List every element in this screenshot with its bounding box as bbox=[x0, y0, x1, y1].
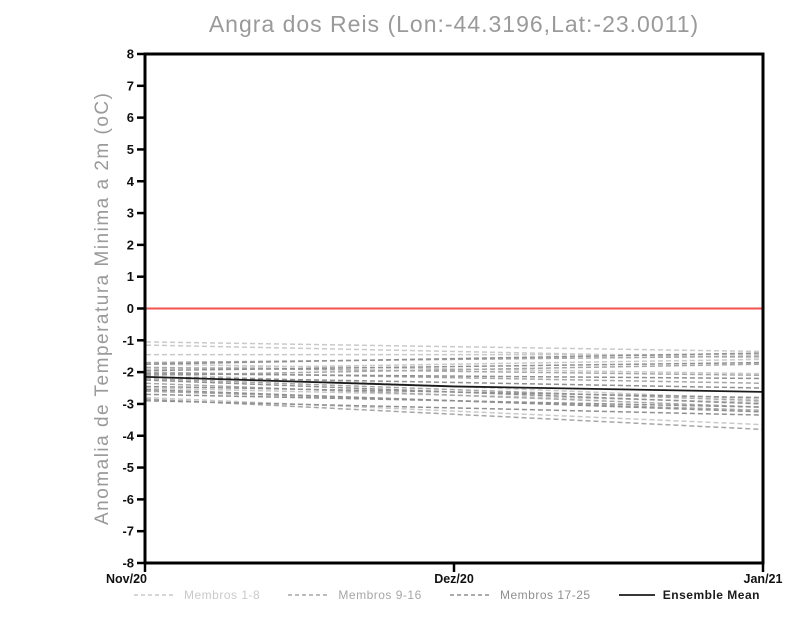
ensemble-member-line bbox=[145, 366, 763, 377]
dashed-line-sample-icon bbox=[450, 594, 492, 596]
ensemble-member-line bbox=[145, 358, 763, 370]
legend-label: Membros 9-16 bbox=[338, 588, 422, 602]
y-axis-tick-label: -4 bbox=[122, 428, 134, 443]
ensemble-member-line bbox=[145, 385, 763, 399]
ensemble-member-line bbox=[145, 393, 763, 408]
x-axis-tick-label: Nov/20 bbox=[106, 572, 147, 586]
y-axis-tick-label: 3 bbox=[127, 206, 134, 221]
ensemble-member-line bbox=[145, 382, 763, 408]
ensemble-member-line bbox=[145, 363, 763, 377]
y-axis-tick-label: 8 bbox=[127, 47, 134, 62]
ensemble-member-line bbox=[145, 372, 763, 380]
ensemble-member-line bbox=[145, 398, 763, 431]
y-axis-tick-label: -8 bbox=[122, 556, 134, 571]
y-axis-tick-label: -6 bbox=[122, 492, 134, 507]
ensemble-member-line bbox=[145, 361, 763, 372]
y-axis-tick-label: 2 bbox=[127, 237, 134, 252]
dashed-line-sample-icon bbox=[134, 594, 176, 596]
y-axis-tick-label: -5 bbox=[122, 460, 134, 475]
y-axis-tick-label: 0 bbox=[127, 301, 134, 316]
chart-title: Angra dos Reis (Lon:-44.3196,Lat:-23.001… bbox=[208, 11, 700, 37]
x-axis-tick-label: Jan/21 bbox=[744, 572, 783, 586]
ensemble-member-line bbox=[145, 371, 763, 385]
y-axis-tick-label: -2 bbox=[122, 365, 134, 380]
y-axis-tick-label: 4 bbox=[127, 174, 135, 189]
ensemble-member-line bbox=[145, 376, 763, 389]
y-axis-tick-label: -1 bbox=[122, 333, 134, 348]
ensemble-member-line bbox=[145, 344, 763, 359]
y-axis-tick-label: 5 bbox=[127, 142, 134, 157]
ensemble-member-line bbox=[145, 363, 763, 375]
ensemble-mean-line bbox=[145, 375, 763, 393]
y-axis-tick-label: 6 bbox=[127, 110, 134, 125]
legend-label: Membros 1-8 bbox=[184, 588, 261, 602]
solid-line-sample-icon bbox=[618, 594, 655, 596]
legend-label: Membros 17-25 bbox=[500, 588, 591, 602]
x-axis-tick-label: Dez/20 bbox=[434, 572, 474, 586]
ensemble-member-line bbox=[145, 400, 763, 416]
ensemble-member-line bbox=[145, 355, 763, 364]
ensemble-member-line bbox=[145, 396, 763, 426]
legend-item-ensemble-mean: Ensemble Mean bbox=[618, 588, 760, 602]
y-axis-tick-label: 1 bbox=[127, 269, 134, 284]
legend-item-membros-1-8: Membros 1-8 bbox=[134, 588, 260, 602]
ensemble-member-line bbox=[145, 377, 763, 402]
plot-frame bbox=[143, 52, 765, 565]
legend-label: Ensemble Mean bbox=[662, 588, 760, 602]
legend-item-membros-17-25: Membros 17-25 bbox=[450, 588, 591, 602]
ensemble-member-line bbox=[145, 352, 763, 365]
dashed-line-sample-icon bbox=[288, 594, 331, 596]
y-axis-tick-label: -3 bbox=[122, 396, 134, 411]
y-axis-tick-label: -7 bbox=[122, 524, 134, 539]
ensemble-member-line bbox=[145, 341, 763, 353]
y-axis-tick-label: 7 bbox=[127, 78, 134, 93]
chart-legend: Membros 1-8 Membros 9-16 Membros 17-25 E… bbox=[134, 587, 760, 603]
legend-item-membros-9-16: Membros 9-16 bbox=[288, 588, 421, 602]
